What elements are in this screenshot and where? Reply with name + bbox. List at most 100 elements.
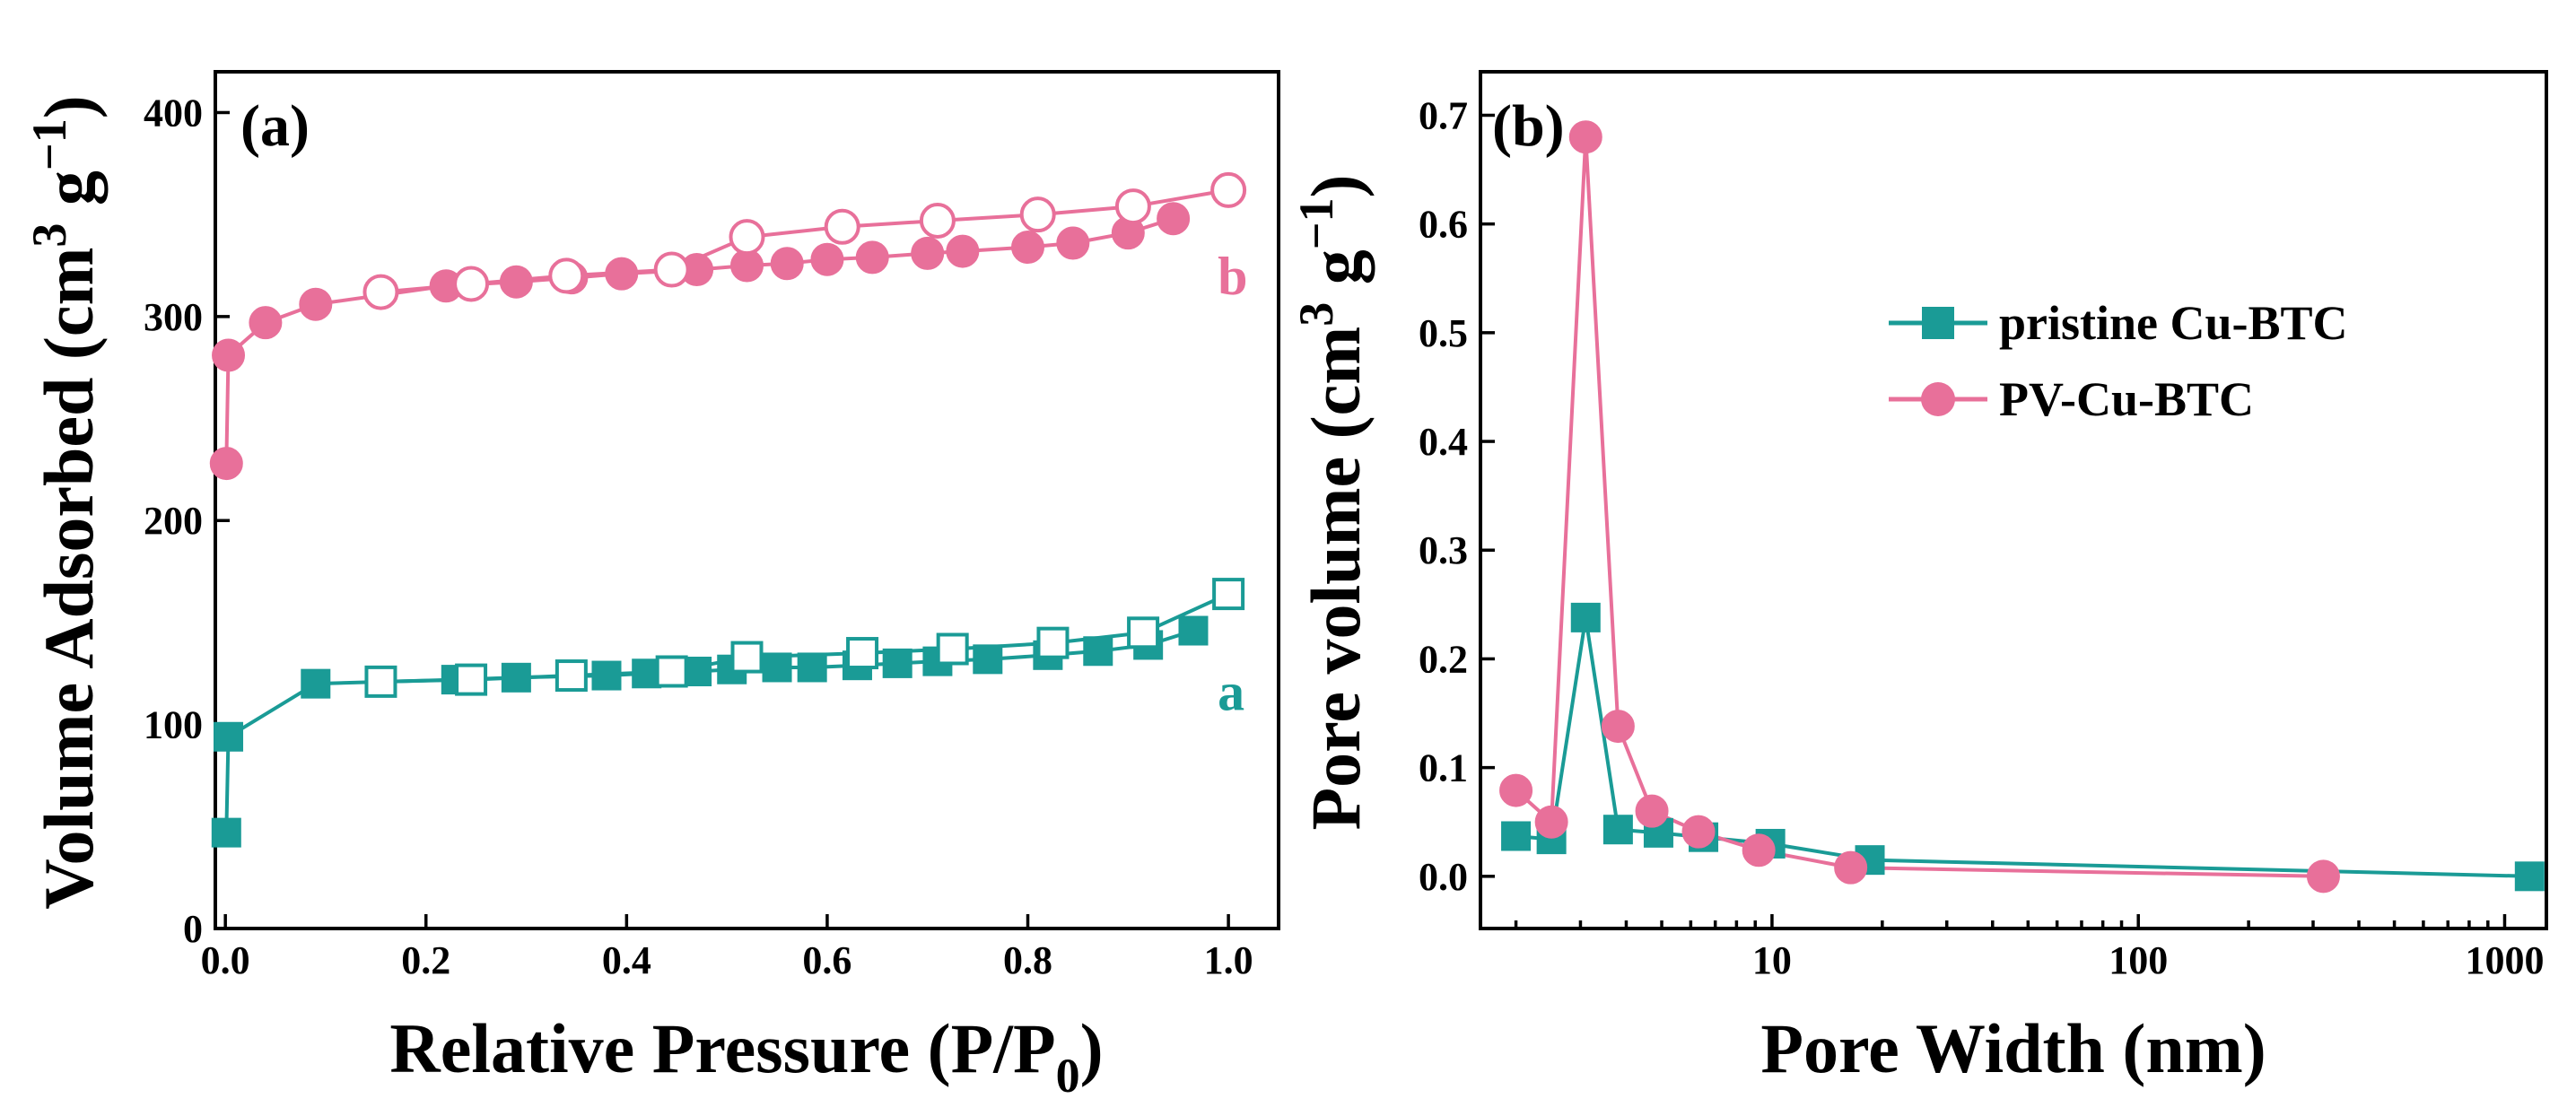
panel-a-point-b-adsorption <box>605 257 639 291</box>
panel-a-point-a-desorption <box>1036 626 1070 659</box>
legend-marker-pristine <box>1922 307 1954 339</box>
panel-a-point-a-desorption <box>1127 616 1160 650</box>
panel-b-point-pv-cu-btc <box>1681 815 1716 849</box>
panel-a-point-b-adsorption <box>810 242 844 276</box>
panel-b-y-tick-label: 0.4 <box>1419 420 1468 464</box>
panel-a-point-a-desorption <box>846 637 879 670</box>
panel-a-x-axis-title: Relative Pressure (P/P0) <box>389 1009 1103 1103</box>
panel-a-x-tick-label: 0.0 <box>201 938 250 982</box>
panel-a-label: (a) <box>240 93 310 159</box>
panel-a-point-b-adsorption <box>911 236 945 270</box>
panel-a-point-b-desorption <box>824 208 860 245</box>
panel-a-point-b-desorption <box>1019 196 1056 233</box>
panel-a-point-b-adsorption <box>209 447 243 481</box>
panel-b-ticks: 10 100 1000 0.0 0.1 0.2 0.3 0.4 0.5 0.6 0.7 <box>1419 93 2544 982</box>
panel-b-x-tick-label: 1000 <box>2465 938 2544 982</box>
panel-a-point-a-adsorption <box>797 652 827 683</box>
panel-a-ticks: 0.0 0.2 0.4 0.6 0.8 1.0 0 100 200 300 400 <box>144 91 1253 982</box>
panel-a-point-b-adsorption <box>499 265 533 299</box>
panel-b-label: (b) <box>1492 93 1565 159</box>
panel-a-point-b-adsorption <box>1056 226 1090 260</box>
panel-a-markers <box>209 171 1247 848</box>
legend-label-pristine: pristine Cu-BTC <box>1999 296 2348 350</box>
panel-b-point-pristine-cu-btc <box>1602 815 1633 845</box>
panel-a-point-a-adsorption <box>1178 615 1209 646</box>
series-tag-a: a <box>1218 663 1244 722</box>
panel-b-y-tick-label: 0.6 <box>1419 203 1468 247</box>
panel-a-x-tick-label: 0.2 <box>401 938 450 982</box>
panel-a-point-a-desorption <box>936 632 969 666</box>
panel-b-point-pv-cu-btc <box>2306 859 2340 894</box>
panel-a-point-b-adsorption <box>299 287 333 321</box>
panel-b-point-pv-cu-btc <box>1568 120 1602 154</box>
panel-a-point-b-desorption <box>1114 188 1151 225</box>
panel-b-point-pristine-cu-btc <box>1501 821 1532 851</box>
panel-b-y-tick-label: 0.1 <box>1419 746 1468 790</box>
panel-b-point-pv-cu-btc <box>1834 850 1868 885</box>
panel-a-y-axis-title: Volume Adsorbed (cm3 g−1) <box>22 95 108 909</box>
panel-a-x-tick-label: 0.8 <box>1003 938 1052 982</box>
panel-a-point-a-adsorption <box>211 817 241 848</box>
panel-b-point-pv-cu-btc <box>1742 833 1776 868</box>
panel-b-y-tick-label: 0.2 <box>1419 637 1468 681</box>
panel-b-point-pristine-cu-btc <box>1570 602 1601 632</box>
panel-a-point-a-adsorption <box>882 648 913 678</box>
panel-a-point-a-adsorption <box>762 652 792 683</box>
panel-a-point-a-desorption <box>455 663 488 696</box>
panel-a-point-b-desorption <box>453 266 490 302</box>
panel-a-y-tick-label: 100 <box>144 703 203 747</box>
panel-a-point-a-desorption <box>1212 578 1245 611</box>
panel-b-y-tick-label: 0.7 <box>1419 93 1468 137</box>
panel-b-x-tick-label: 10 <box>1752 938 1792 982</box>
panel-a-point-b-adsorption <box>855 240 889 275</box>
panel-a-point-b-desorption <box>1210 171 1247 208</box>
panel-a-point-b-adsorption <box>1011 231 1045 265</box>
panel-a-x-tick-label: 0.6 <box>802 938 851 982</box>
panel-b-line-pv-cu-btc <box>1515 136 2324 878</box>
series-tag-b: b <box>1218 247 1247 306</box>
panel-a-point-b-adsorption <box>1157 202 1191 236</box>
panel-b-y-tick-label: 0.5 <box>1419 311 1468 355</box>
panel-a-point-b-desorption <box>653 251 690 288</box>
panel-a-point-a-adsorption <box>1083 636 1113 667</box>
panel-a-point-a-desorption <box>655 655 688 688</box>
panel-a-point-b-adsorption <box>249 306 283 340</box>
panel-b-x-tick-label: 100 <box>2109 938 2168 982</box>
panel-a-point-b-desorption <box>729 219 765 256</box>
panel-b-y-tick-label: 0.3 <box>1419 528 1468 572</box>
panel-a-y-tick-label: 0 <box>183 907 203 951</box>
panel-a-y-tick-label: 400 <box>144 91 203 135</box>
panel-a-point-b-desorption <box>919 202 956 239</box>
panel-b-frame <box>1479 70 2548 930</box>
panel-b-y-tick-label: 0.0 <box>1419 855 1468 899</box>
panel-a-point-a-adsorption <box>501 662 531 693</box>
panel-a-point-b-adsorption <box>770 247 804 281</box>
panel-a-point-a-adsorption <box>301 668 331 699</box>
panel-b: 10 100 1000 0.0 0.1 0.2 0.3 0.4 0.5 0.6 0.7 (b) pr… <box>1289 70 2548 1087</box>
panel-a-point-a-desorption <box>554 659 588 693</box>
panel-a-point-b-adsorption <box>212 338 246 372</box>
panel-b-markers <box>1499 120 2545 894</box>
panel-a-frame <box>214 70 1280 930</box>
panel-a-y-tick-label: 200 <box>144 499 203 543</box>
panel-b-point-pv-cu-btc <box>1534 805 1568 839</box>
panel-a-point-a-adsorption <box>214 721 244 752</box>
panel-a-point-a-desorption <box>364 665 397 698</box>
panel-a-point-a-adsorption <box>973 644 1003 675</box>
panel-b-point-pv-cu-btc <box>1601 710 1635 744</box>
panel-a-x-tick-label: 1.0 <box>1204 938 1253 982</box>
panel-b-point-pv-cu-btc <box>1499 773 1533 807</box>
legend: pristine Cu-BTC PV-Cu-BTC <box>1889 296 2348 426</box>
legend-marker-pv <box>1921 382 1955 416</box>
panel-b-point-pristine-cu-btc <box>2514 861 2545 892</box>
panel-a-point-b-desorption <box>362 274 399 310</box>
legend-label-pv: PV-Cu-BTC <box>1999 372 2254 426</box>
legend-item-pv: PV-Cu-BTC <box>1889 372 2254 426</box>
legend-item-pristine: pristine Cu-BTC <box>1889 296 2348 350</box>
panel-a-point-a-desorption <box>730 641 764 674</box>
panel-b-x-axis-title: Pore Width (nm) <box>1760 1009 2266 1087</box>
panel-a-point-a-adsorption <box>591 660 622 691</box>
panel-a-y-tick-label: 300 <box>144 295 203 339</box>
